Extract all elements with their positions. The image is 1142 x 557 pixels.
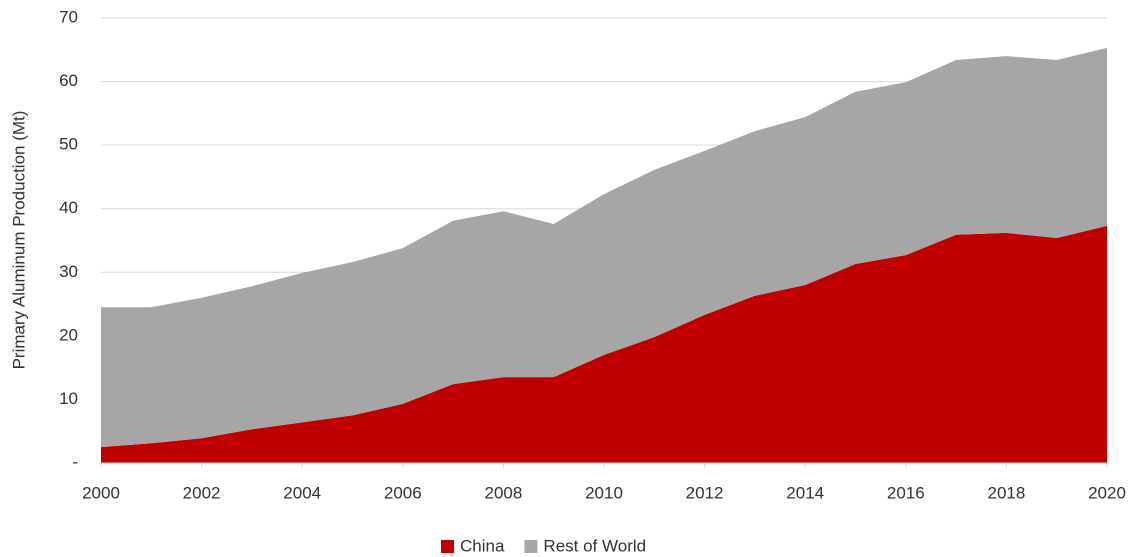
- x-tick-label: 2016: [887, 483, 925, 502]
- x-tick-label: 2010: [585, 483, 623, 502]
- y-tick-label: -: [72, 452, 78, 471]
- legend-label: Rest of World: [543, 536, 646, 555]
- x-tick-label: 2002: [183, 483, 221, 502]
- x-tick-label: 2012: [686, 483, 724, 502]
- y-tick-label: 10: [59, 389, 78, 408]
- x-tick-label: 2006: [384, 483, 422, 502]
- x-tick-label: 2020: [1088, 483, 1126, 502]
- y-tick-label: 70: [59, 7, 78, 26]
- area: [101, 225, 1107, 463]
- x-tick-label: 2014: [786, 483, 824, 502]
- legend-swatch: [441, 540, 454, 553]
- y-tick-label: 60: [59, 71, 78, 90]
- y-tick-label: 50: [59, 135, 78, 154]
- y-axis-label: Primary Aluminum Production (Mt): [9, 111, 28, 370]
- y-tick-label: 40: [59, 198, 78, 217]
- x-tick-label: 2004: [283, 483, 321, 502]
- y-tick-label: 30: [59, 262, 78, 281]
- legend-label: China: [460, 536, 505, 555]
- x-tick-label: 2018: [987, 483, 1025, 502]
- y-tick-label: 20: [59, 325, 78, 344]
- x-tick-label: 2008: [484, 483, 522, 502]
- area: [101, 47, 1107, 448]
- x-tick-label: 2000: [82, 483, 120, 502]
- legend-swatch: [524, 540, 538, 553]
